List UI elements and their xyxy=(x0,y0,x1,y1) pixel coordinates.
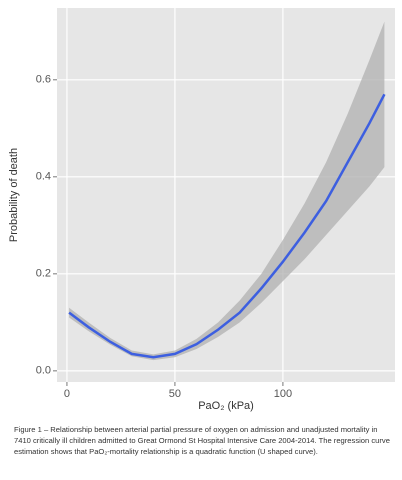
y-tick-label: 0.0 xyxy=(36,365,51,377)
chart: PaO₂ (kPa) Probability of death 0.0 0.2 0.… xyxy=(8,8,395,412)
y-tick-label: 0.6 xyxy=(36,74,51,86)
y-tick-label: 0.4 xyxy=(36,171,51,183)
x-tick-label: 0 xyxy=(64,388,70,400)
x-tick-label: 100 xyxy=(274,388,292,400)
confidence-band xyxy=(69,21,385,361)
y-tick-label: 0.2 xyxy=(36,268,51,280)
y-axis-title: Probability of death xyxy=(8,148,20,242)
x-tick-label: 50 xyxy=(169,388,181,400)
x-axis-title: PaO₂ (kPa) xyxy=(198,400,254,412)
regression-line xyxy=(68,93,386,359)
caption: Figure 1 – Relationship between arterial… xyxy=(14,425,390,456)
